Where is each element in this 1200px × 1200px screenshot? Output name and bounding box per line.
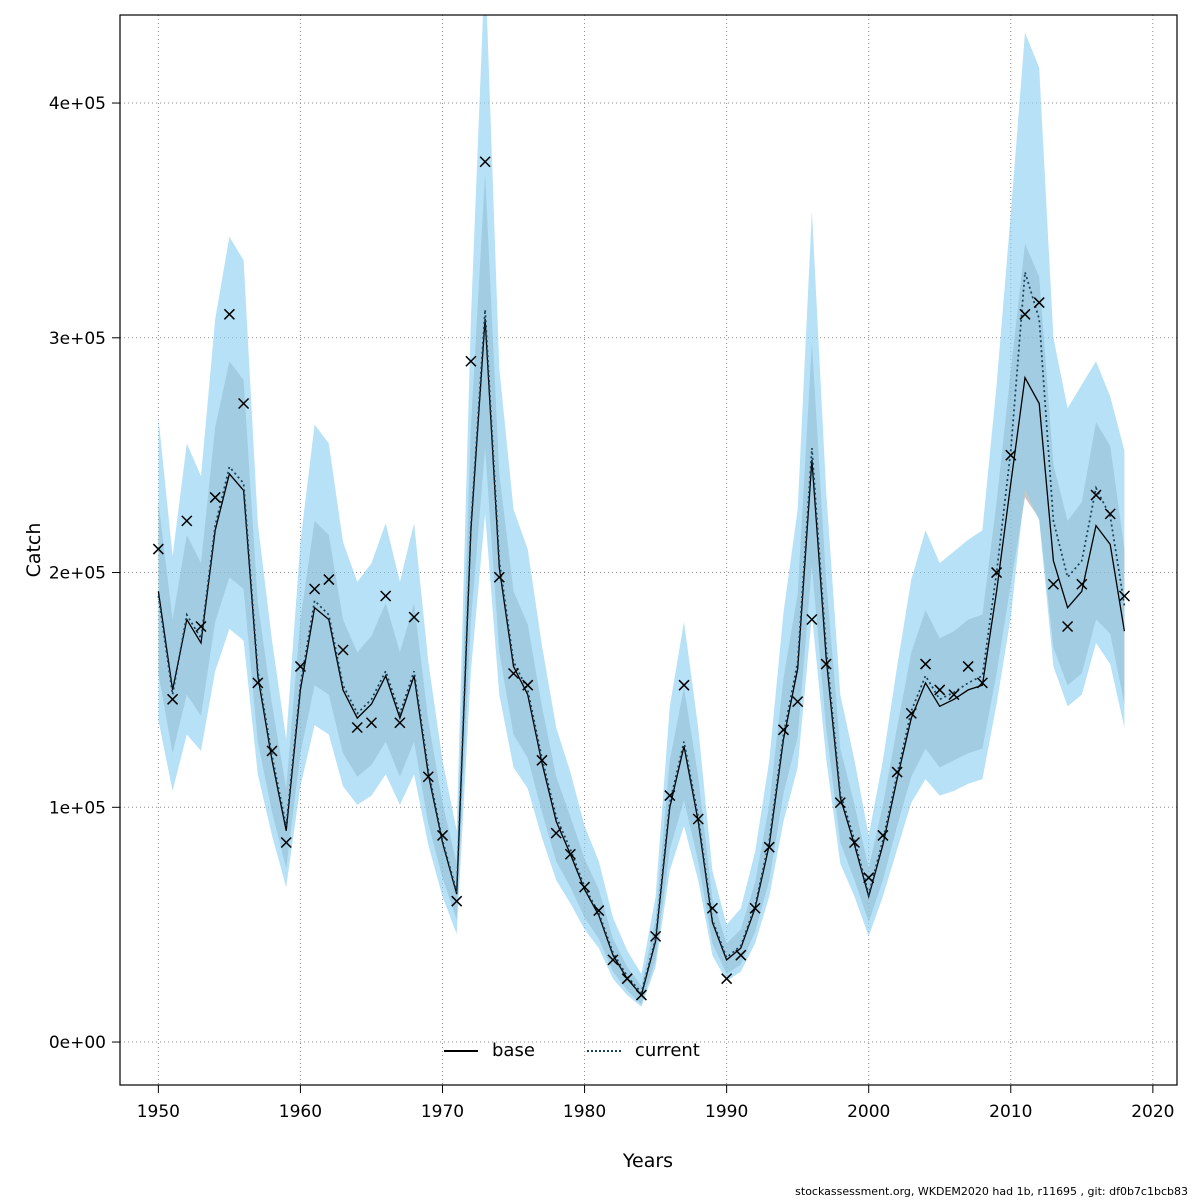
plot-frame [119, 14, 1178, 1086]
y-tick-label: 1e+05 [49, 798, 106, 818]
current-confidence-band [158, 15, 1125, 1007]
x-tick-label: 1970 [421, 1102, 464, 1122]
y-tick-label: 4e+05 [49, 94, 106, 114]
x-tick-label: 1950 [137, 1102, 180, 1122]
base-line-swatch [444, 1049, 478, 1052]
legend-item-current: current [586, 1040, 700, 1061]
x-tick-label: 2010 [989, 1102, 1032, 1122]
footer-attribution: stockassessment.org, WKDEM2020 had 1b, r… [795, 1185, 1188, 1198]
x-tick-label: 1980 [563, 1102, 606, 1122]
legend: base current [444, 1040, 700, 1061]
x-axis-title: Years [622, 1150, 674, 1172]
legend-item-base: base [444, 1040, 535, 1061]
observation-markers [152, 156, 1130, 1001]
y-tick-label: 0e+00 [49, 1033, 106, 1053]
legend-label-current: current [634, 1040, 700, 1061]
x-tick-label: 1990 [705, 1102, 748, 1122]
confidence-bands [158, 15, 1125, 1007]
legend-label-base: base [492, 1040, 535, 1061]
y-tick-label: 3e+05 [49, 329, 106, 349]
x-tick-label: 1960 [279, 1102, 322, 1122]
y-tick-label: 2e+05 [49, 564, 106, 584]
y-axis-title: Catch [23, 522, 45, 578]
current-line [157, 271, 1126, 995]
x-tick-label: 2000 [847, 1102, 890, 1122]
current-line-swatch [586, 1049, 621, 1052]
axes: 1950 1960 1970 1980 1990 2000 2010 2020 0e+00 1e+… [49, 94, 1175, 1122]
x-tick-label: 2020 [1131, 1102, 1174, 1122]
